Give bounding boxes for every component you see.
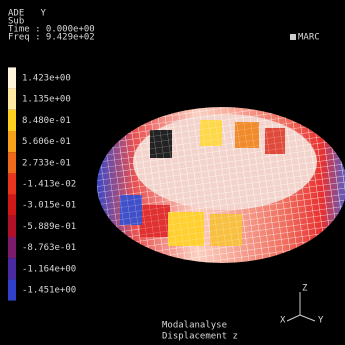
footer-line: Displacement z — [162, 332, 238, 342]
legend-label: -1.413e-02 — [22, 180, 76, 190]
legend-swatch — [8, 215, 16, 237]
legend-swatch — [8, 109, 16, 131]
header-line: Time : 0.000e+00 — [8, 25, 95, 35]
triad-label: X — [280, 316, 286, 326]
triad-label: Y — [318, 316, 324, 326]
legend-label: 5.606e-01 — [22, 137, 71, 147]
header-line: ADE Y — [8, 9, 47, 19]
legend-swatch — [8, 237, 16, 259]
legend-swatch — [8, 152, 16, 174]
legend-label: 1.135e+00 — [22, 95, 71, 105]
legend-label: -5.889e-01 — [22, 222, 76, 232]
model-view — [97, 107, 345, 322]
footer-line: Modalanalyse — [162, 321, 227, 331]
legend-swatch — [8, 194, 16, 216]
triad-label: Z — [302, 284, 308, 294]
legend-label: -1.164e+00 — [22, 264, 76, 274]
legend-label: -8.763e-01 — [22, 243, 76, 253]
logo: MARC — [298, 33, 320, 43]
logo-icon — [290, 34, 296, 40]
legend-label: -1.451e+00 — [22, 286, 76, 296]
legend-label: 1.423e+00 — [22, 74, 71, 84]
legend-swatch — [8, 67, 16, 89]
legend-swatch — [8, 88, 16, 110]
legend-label: 8.480e-01 — [22, 116, 71, 126]
legend-swatch — [8, 258, 16, 280]
legend-swatch — [8, 279, 16, 301]
legend-label: -3.015e-01 — [22, 201, 76, 211]
legend-swatch — [8, 173, 16, 195]
legend-swatch — [8, 131, 16, 153]
header-line: Freq : 9.429e+02 — [8, 33, 95, 43]
legend-label: 2.733e-01 — [22, 158, 71, 168]
header-line: Sub — [8, 17, 24, 27]
